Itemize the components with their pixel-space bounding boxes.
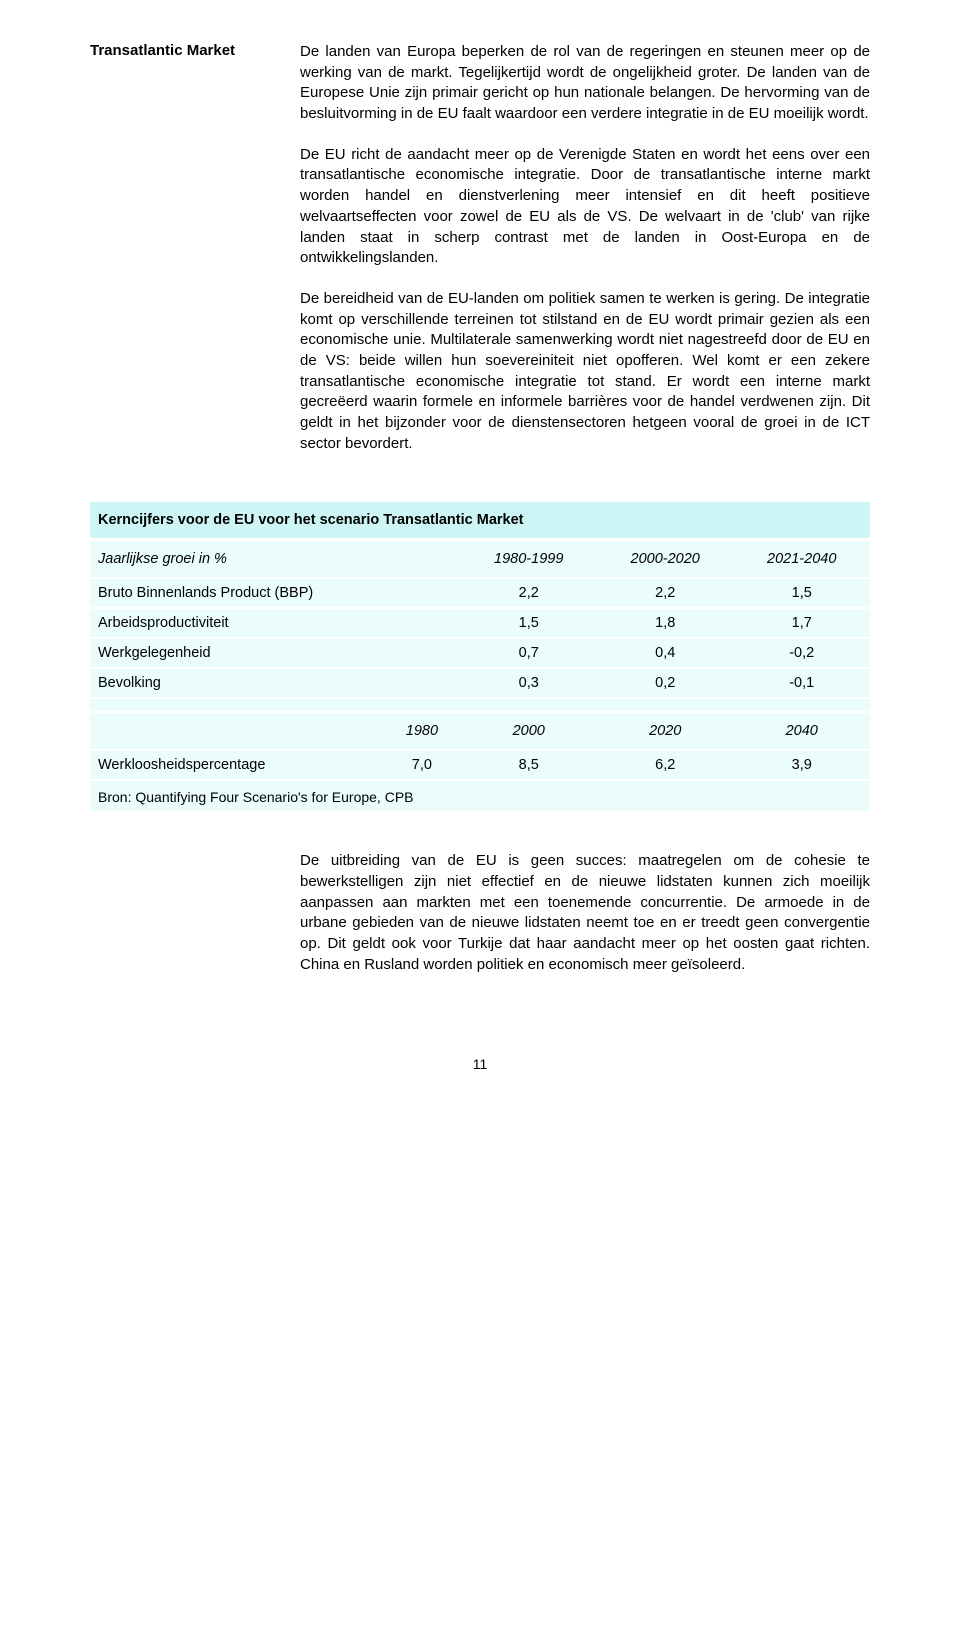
paragraph: De EU richt de aandacht meer op de Veren… [300,145,870,269]
row-label: Werkloosheidspercentage [90,750,383,780]
cell: 2,2 [460,578,596,608]
column-header [90,712,383,750]
cell: 1,8 [597,608,733,638]
paragraph: De bereidheid van de EU-landen om politi… [300,289,870,455]
table-subheader-row: 1980 2000 2020 2040 [90,712,870,750]
column-header: 2020 [597,712,733,750]
column-header: 1980-1999 [460,540,596,579]
row-label: Bevolking [90,668,460,698]
cell: -0,2 [733,638,870,668]
table-spacer-row [90,698,870,712]
table-row: Werkgelegenheid 0,7 0,4 -0,2 [90,638,870,668]
cell: 2,2 [597,578,733,608]
two-column-layout: De uitbreiding van de EU is geen succes:… [90,851,870,995]
cell: 3,9 [733,750,870,780]
table-source: Bron: Quantifying Four Scenario's for Eu… [90,780,870,811]
table-source-row: Bron: Quantifying Four Scenario's for Eu… [90,780,870,811]
table-title: Kerncijfers voor de EU voor het scenario… [90,502,870,540]
left-margin-column: Transatlantic Market [90,42,280,474]
column-header: 2021-2040 [733,540,870,579]
page-number: 11 [90,1056,870,1072]
column-header: 2000-2020 [597,540,733,579]
data-table: Kerncijfers voor de EU voor het scenario… [90,502,870,811]
left-margin-column [90,851,280,995]
column-header: 2000 [460,712,596,750]
cell: 0,2 [597,668,733,698]
table-row: Bevolking 0,3 0,2 -0,1 [90,668,870,698]
cell: 7,0 [383,750,460,780]
column-header: 2040 [733,712,870,750]
table-row: Arbeidsproductiviteit 1,5 1,8 1,7 [90,608,870,638]
key-figures-table: Kerncijfers voor de EU voor het scenario… [90,502,870,811]
cell: 8,5 [460,750,596,780]
page: Transatlantic Market De landen van Europ… [0,0,960,1132]
row-label: Arbeidsproductiviteit [90,608,460,638]
table-row: Werkloosheidspercentage 7,0 8,5 6,2 3,9 [90,750,870,780]
cell: 1,5 [733,578,870,608]
paragraph: De landen van Europa beperken de rol van… [300,42,870,125]
paragraph: De uitbreiding van de EU is geen succes:… [300,851,870,975]
cell: 0,4 [597,638,733,668]
cell: 1,5 [460,608,596,638]
cell: 0,3 [460,668,596,698]
column-header: 1980 [383,712,460,750]
table-title-row: Kerncijfers voor de EU voor het scenario… [90,502,870,540]
section-title: Transatlantic Market [90,42,280,59]
table-subheader-row: Jaarlijkse groei in % 1980-1999 2000-202… [90,540,870,579]
table-row: Bruto Binnenlands Product (BBP) 2,2 2,2 … [90,578,870,608]
row-label: Bruto Binnenlands Product (BBP) [90,578,460,608]
cell: 0,7 [460,638,596,668]
body-text-column: De uitbreiding van de EU is geen succes:… [300,851,870,995]
two-column-layout: Transatlantic Market De landen van Europ… [90,42,870,474]
cell: 6,2 [597,750,733,780]
column-header: Jaarlijkse groei in % [90,540,460,579]
body-text-column: De landen van Europa beperken de rol van… [300,42,870,474]
cell: 1,7 [733,608,870,638]
cell: -0,1 [733,668,870,698]
row-label: Werkgelegenheid [90,638,460,668]
